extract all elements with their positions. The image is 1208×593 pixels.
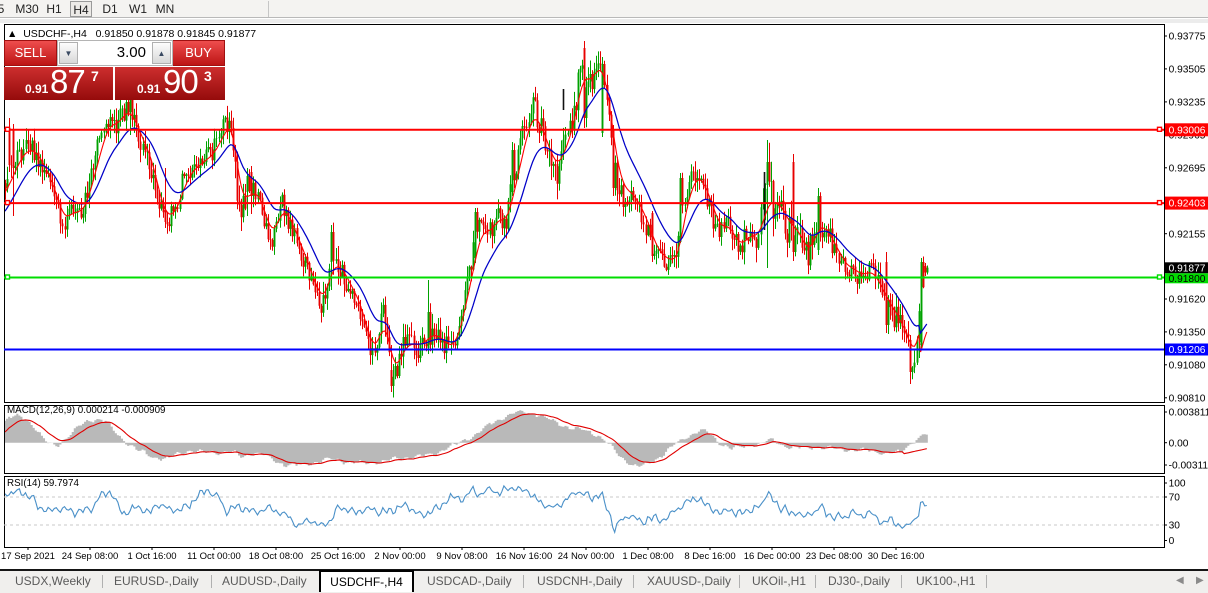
svg-text:23 Dec 08:00: 23 Dec 08:00: [806, 551, 863, 562]
svg-text:18 Oct 08:00: 18 Oct 08:00: [249, 551, 303, 562]
svg-text:16 Nov 16:00: 16 Nov 16:00: [496, 551, 553, 562]
svg-text:0.91350: 0.91350: [1169, 328, 1206, 339]
svg-text:0.92403: 0.92403: [1169, 199, 1206, 210]
svg-text:24 Sep 08:00: 24 Sep 08:00: [62, 551, 119, 562]
svg-text:0.003811: 0.003811: [1169, 408, 1208, 419]
svg-text:0.91800: 0.91800: [1169, 274, 1206, 285]
svg-text:0.93235: 0.93235: [1169, 98, 1206, 109]
svg-text:1 Dec 08:00: 1 Dec 08:00: [622, 551, 673, 562]
svg-text:70: 70: [1169, 493, 1181, 504]
svg-text:0.92695: 0.92695: [1169, 163, 1206, 174]
svg-text:8 Dec 16:00: 8 Dec 16:00: [684, 551, 735, 562]
svg-text:0.91206: 0.91206: [1169, 345, 1206, 356]
svg-text:1 Oct 16:00: 1 Oct 16:00: [127, 551, 176, 562]
svg-text:24 Nov 00:00: 24 Nov 00:00: [558, 551, 615, 562]
svg-text:0.91080: 0.91080: [1169, 360, 1206, 371]
svg-text:0.93505: 0.93505: [1169, 65, 1206, 76]
svg-text:0.92155: 0.92155: [1169, 229, 1206, 240]
svg-text:0.91877: 0.91877: [1169, 263, 1206, 274]
svg-text:RSI(14) 59.7974: RSI(14) 59.7974: [7, 478, 79, 489]
svg-text:25 Oct 16:00: 25 Oct 16:00: [311, 551, 365, 562]
svg-text:0.90810: 0.90810: [1169, 393, 1206, 404]
svg-text:11 Oct 00:00: 11 Oct 00:00: [187, 551, 241, 562]
svg-text:100: 100: [1169, 479, 1186, 490]
svg-text:0.93006: 0.93006: [1169, 125, 1206, 136]
svg-text:MACD(12,26,9) 0.000214 -0.0009: MACD(12,26,9) 0.000214 -0.000909: [7, 405, 166, 416]
svg-text:0: 0: [1169, 536, 1175, 547]
svg-text:30 Dec 16:00: 30 Dec 16:00: [868, 551, 925, 562]
svg-text:0.93775: 0.93775: [1169, 32, 1206, 43]
svg-text:0.91620: 0.91620: [1169, 295, 1206, 306]
svg-text:30: 30: [1169, 521, 1181, 532]
svg-text:-0.003115: -0.003115: [1169, 461, 1208, 472]
svg-text:0.00: 0.00: [1169, 438, 1189, 449]
svg-text:9 Nov 08:00: 9 Nov 08:00: [436, 551, 487, 562]
svg-text:16 Dec 00:00: 16 Dec 00:00: [744, 551, 801, 562]
svg-text:17 Sep 2021: 17 Sep 2021: [1, 551, 55, 562]
svg-text:2 Nov 00:00: 2 Nov 00:00: [374, 551, 425, 562]
